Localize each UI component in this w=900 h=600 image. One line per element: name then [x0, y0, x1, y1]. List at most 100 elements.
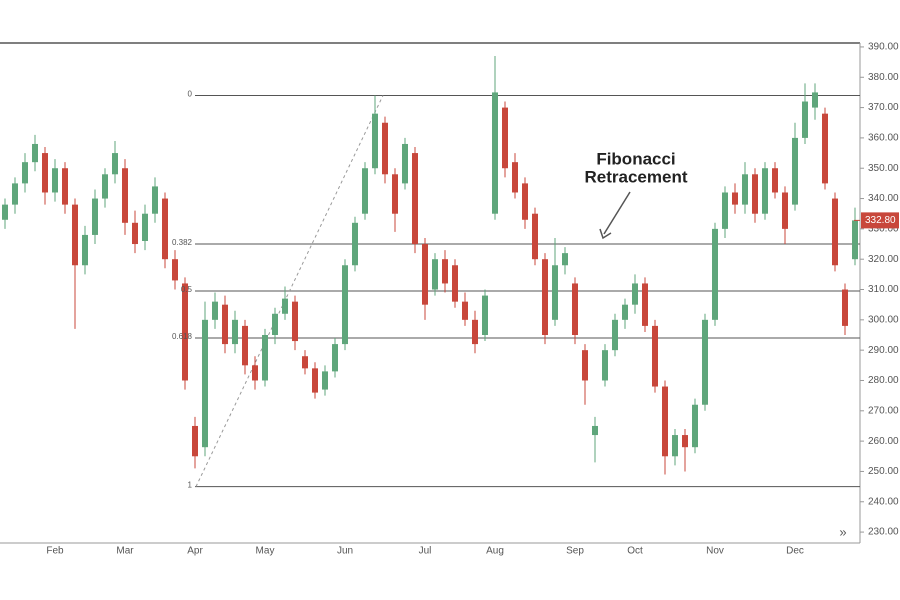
candle-body: [2, 204, 8, 220]
y-tick-label: 340.00: [868, 193, 899, 204]
candle-body: [752, 174, 758, 214]
candle-body: [742, 174, 748, 205]
candle-body: [562, 253, 568, 266]
candle-body: [632, 283, 638, 305]
candle-body: [542, 259, 548, 335]
candle-body: [82, 234, 88, 266]
candle-body: [852, 220, 858, 260]
x-tick-label: Mar: [116, 546, 134, 557]
candle-body: [382, 122, 388, 175]
candle-body: [242, 325, 248, 366]
candle-body: [722, 192, 728, 229]
candle-body: [102, 174, 108, 199]
candle-body: [42, 153, 48, 193]
y-tick-label: 380.00: [868, 72, 899, 83]
candle-body: [22, 162, 28, 184]
candle-body: [332, 344, 338, 372]
gridlayer: [195, 46, 864, 533]
candle-body: [672, 435, 678, 457]
candle-body: [372, 113, 378, 169]
candle-body: [652, 325, 658, 387]
candle-body: [12, 183, 18, 205]
candle-body: [462, 301, 468, 320]
x-tick-label: Jun: [337, 546, 353, 557]
x-tick-label: Aug: [486, 546, 504, 557]
y-tick-label: 260.00: [868, 436, 899, 447]
candle-body: [72, 204, 78, 266]
candle-body: [522, 183, 528, 220]
candle-body: [782, 192, 788, 229]
candle-body: [662, 386, 668, 457]
y-tick-label: 360.00: [868, 133, 899, 144]
y-tick-label: 290.00: [868, 345, 899, 356]
candle-body: [572, 283, 578, 335]
y-tick-label: 270.00: [868, 405, 899, 416]
y-tick-label: 370.00: [868, 102, 899, 113]
fib-level-label: 1: [188, 481, 193, 490]
annotation-arrow: [603, 191, 631, 235]
candle-body: [432, 259, 438, 290]
candle-body: [732, 192, 738, 205]
candle-body: [32, 143, 38, 163]
x-tick-label: Jul: [419, 546, 432, 557]
candle-body: [252, 365, 258, 381]
candle-body: [122, 168, 128, 223]
fib-level-label: 0.382: [172, 238, 193, 247]
candle-body: [642, 283, 648, 326]
candle-body: [312, 368, 318, 393]
fib-level-label: 0: [188, 90, 193, 99]
candle-body: [172, 259, 178, 281]
x-tick-label: Nov: [706, 546, 724, 557]
candle-body: [772, 168, 778, 193]
x-tick-label: Oct: [627, 546, 643, 557]
candle-body: [602, 350, 608, 381]
candle-body: [592, 425, 598, 436]
candle-body: [272, 313, 278, 335]
candle-body: [322, 371, 328, 390]
candle-body: [92, 198, 98, 235]
candle-body: [62, 168, 68, 205]
candle-body: [402, 143, 408, 184]
candle-body: [502, 107, 508, 169]
candle-body: [552, 265, 558, 320]
y-tick-label: 300.00: [868, 314, 899, 325]
candle-body: [702, 319, 708, 405]
candle-body: [282, 298, 288, 314]
candle-body: [452, 265, 458, 302]
candle-body: [792, 137, 798, 205]
y-tick-label: 250.00: [868, 466, 899, 477]
y-tick-label: 320.00: [868, 254, 899, 265]
candle-body: [832, 198, 838, 266]
x-tick-label: Dec: [786, 546, 804, 557]
scroll-icon[interactable]: »: [839, 524, 846, 539]
candle-body: [262, 334, 268, 381]
candle-body: [52, 168, 58, 193]
fib-level-label: 0.5: [181, 285, 193, 294]
y-tick-label: 230.00: [868, 527, 899, 538]
y-tick-label: 390.00: [868, 42, 899, 53]
candle-body: [512, 162, 518, 193]
candle-body: [192, 425, 198, 457]
x-tick-label: Feb: [46, 546, 64, 557]
candle-body: [612, 319, 618, 351]
candle-body: [582, 350, 588, 381]
candle-body: [362, 168, 368, 214]
candle-body: [682, 435, 688, 448]
candle-body: [302, 356, 308, 369]
candle-body: [822, 113, 828, 184]
candle-body: [692, 404, 698, 448]
candle-body: [812, 92, 818, 108]
last-price-label: 332.80: [865, 215, 896, 226]
annotation-arrowhead: [599, 228, 612, 240]
candle-body: [422, 244, 428, 305]
annotation-line: Retracement: [585, 167, 688, 186]
candle-body: [292, 301, 298, 342]
candle-body: [112, 153, 118, 175]
candle-body: [182, 283, 188, 381]
y-tick-label: 240.00: [868, 496, 899, 507]
candle-body: [132, 222, 138, 245]
candle-body: [442, 259, 448, 284]
candle-body: [492, 92, 498, 214]
candle-body: [472, 319, 478, 345]
